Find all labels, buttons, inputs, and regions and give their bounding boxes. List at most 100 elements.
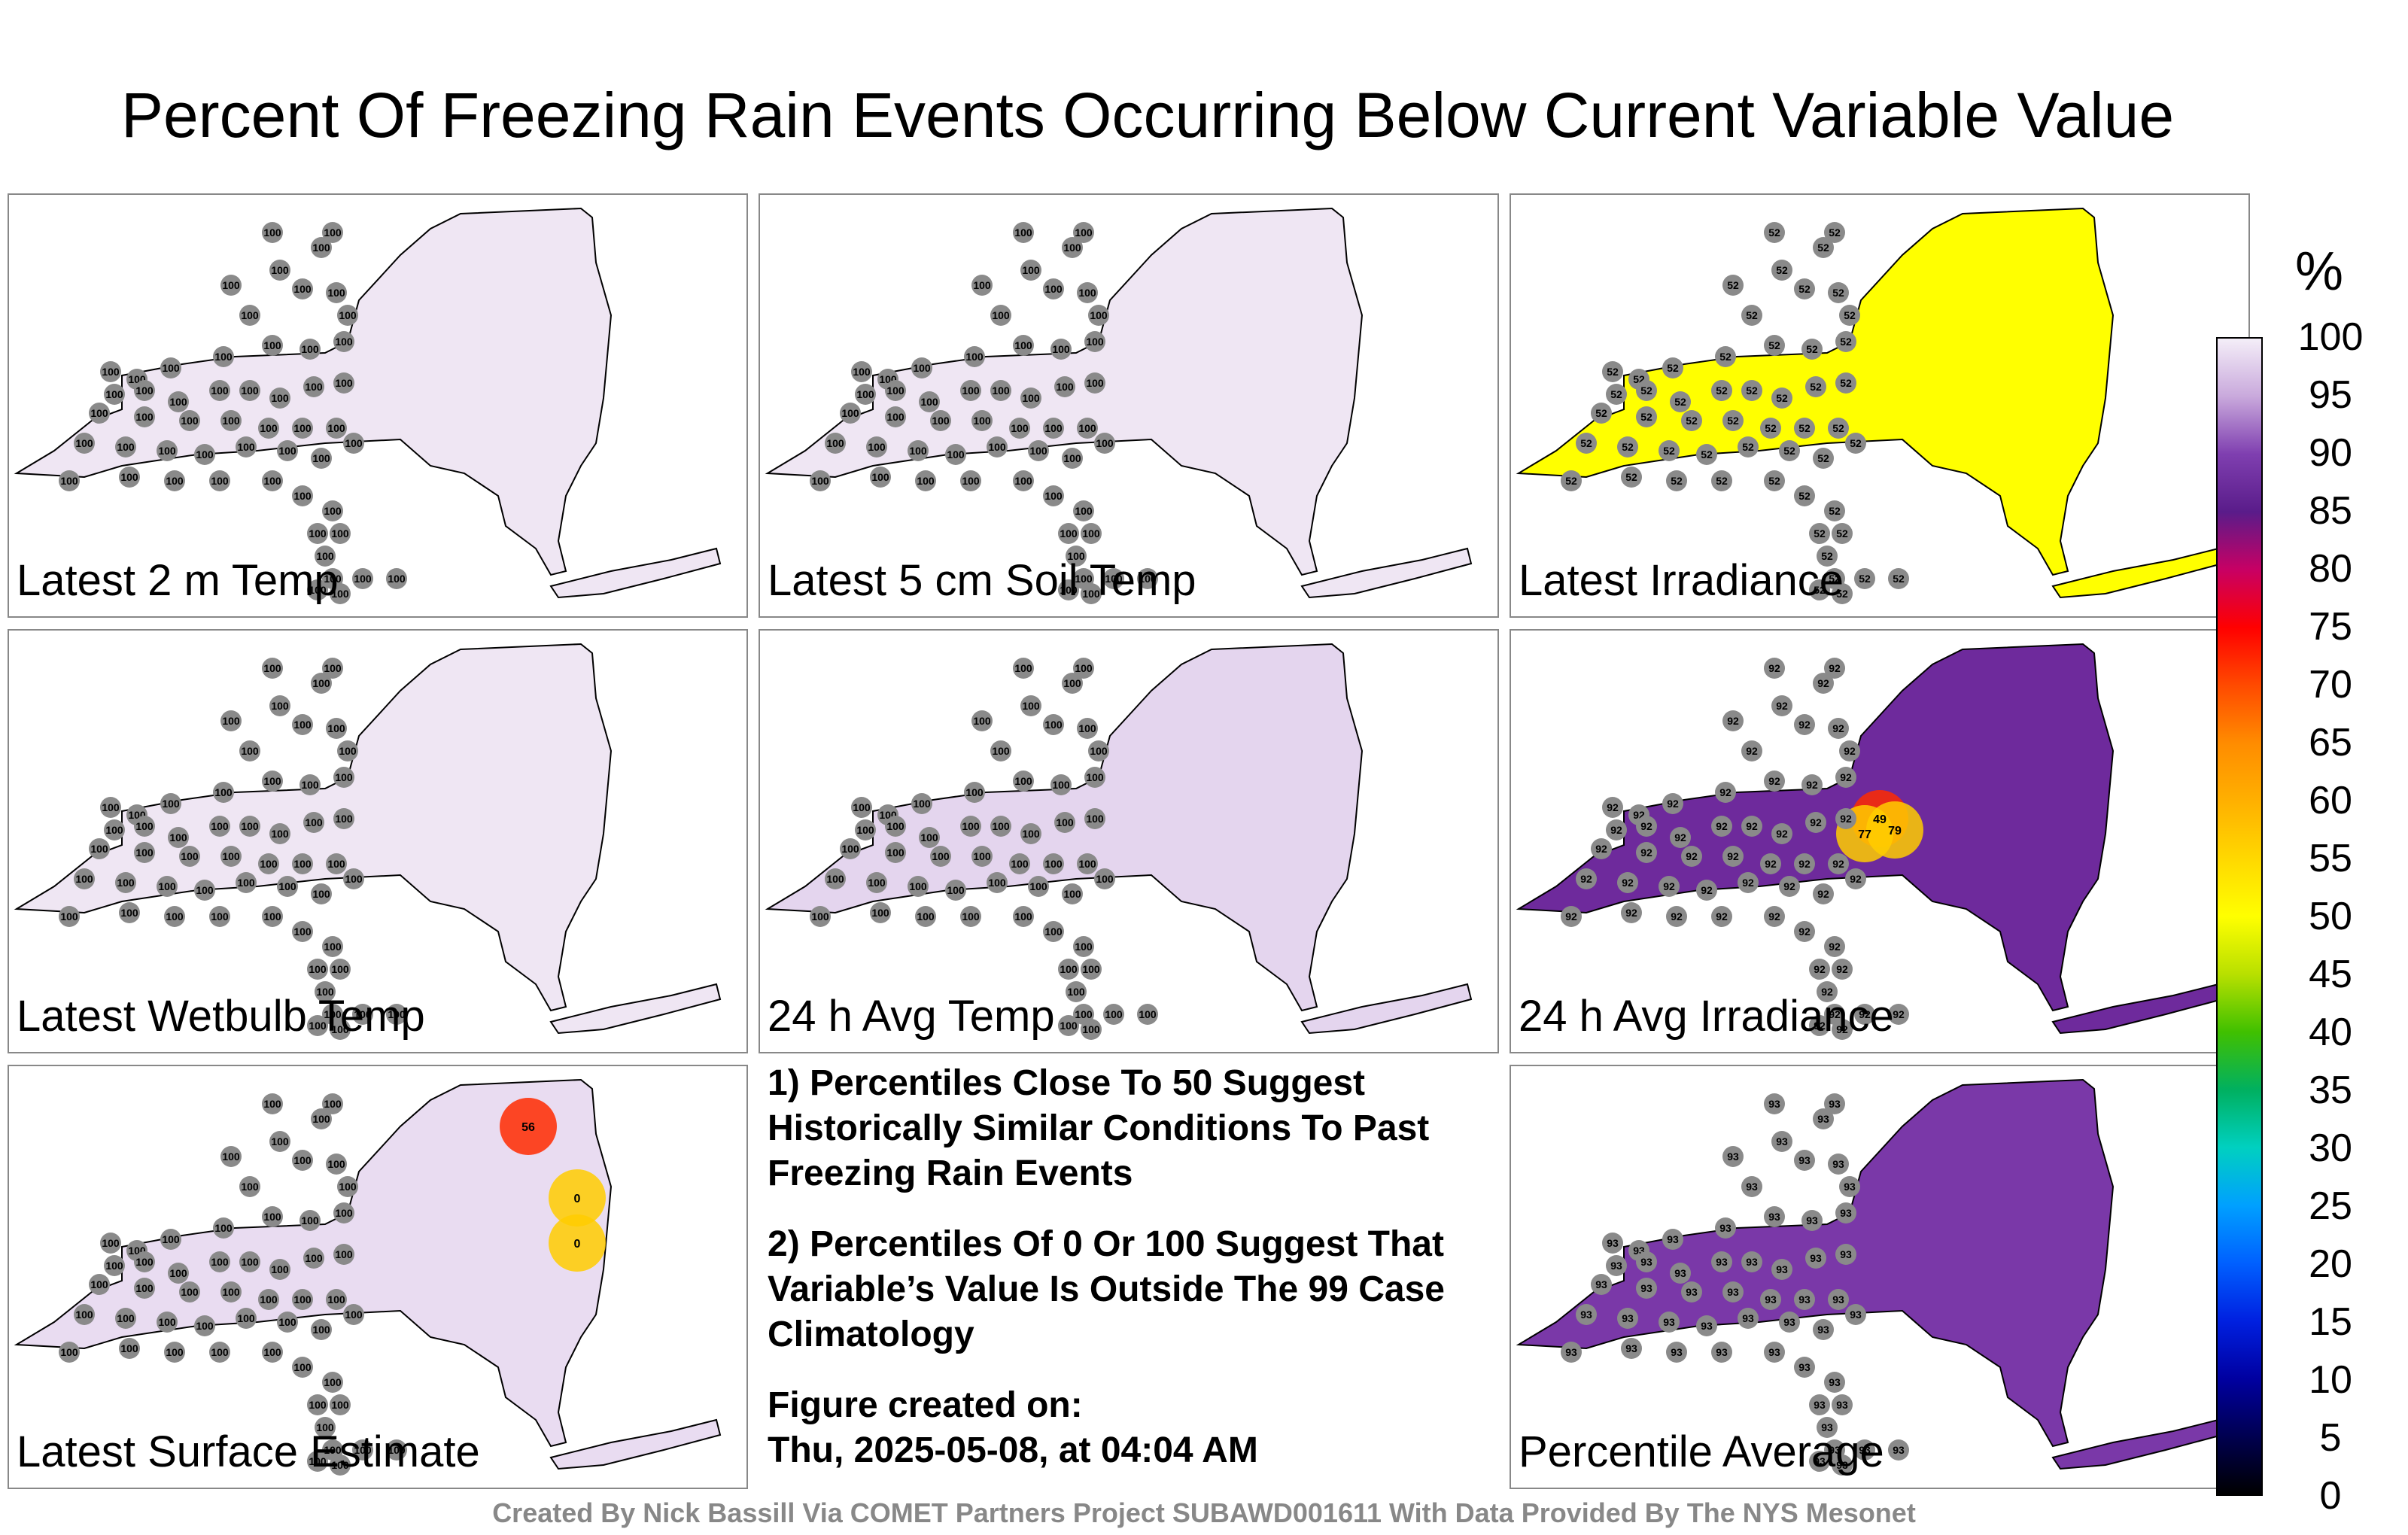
- station-marker: [59, 906, 80, 927]
- station-marker: [315, 546, 336, 567]
- station-value: 100: [117, 877, 135, 889]
- colorbar-tick-label: 45: [2309, 953, 2352, 996]
- station-marker: [1077, 853, 1098, 874]
- station-value: 100: [1052, 779, 1070, 791]
- station-marker: [1050, 774, 1072, 795]
- station-value: 92: [1893, 1008, 1905, 1020]
- station-marker: [262, 470, 283, 491]
- station-marker: [292, 714, 313, 735]
- station-marker: [1888, 1004, 1909, 1025]
- station-value: 92: [1859, 1008, 1871, 1020]
- station-value: 100: [105, 388, 123, 400]
- station-value: 100: [309, 1455, 327, 1467]
- station-value: 52: [1840, 377, 1852, 389]
- station-value: 100: [992, 745, 1010, 757]
- panel-latest-surface-estimate: 100 100 100 100 100 100 100 100 100 100 100 100 100 1…: [8, 1065, 748, 1489]
- station-value: 52: [1829, 505, 1841, 517]
- station-value: 100: [162, 1233, 180, 1245]
- station-value: 52: [1716, 385, 1728, 397]
- station-value: 100: [335, 813, 353, 825]
- station-marker: [1561, 1342, 1582, 1363]
- station-value: 93: [1607, 1237, 1619, 1249]
- station-marker: [1794, 921, 1815, 942]
- station-value: 100: [1014, 910, 1032, 923]
- station-marker: [292, 1357, 313, 1378]
- station-value: 100: [169, 831, 187, 843]
- station-value: 100: [1063, 677, 1081, 689]
- station-marker: [1839, 305, 1860, 326]
- station-value: 100: [345, 873, 363, 885]
- station-value: 100: [354, 573, 372, 585]
- station-marker: [307, 579, 328, 600]
- station-value: 100: [335, 771, 353, 783]
- panel-label: 24 h Avg Temp: [768, 992, 1055, 1041]
- station-marker: [1591, 403, 1612, 424]
- station-marker: [1659, 876, 1680, 897]
- station-value: 92: [1727, 850, 1739, 862]
- station-value: 100: [1096, 437, 1114, 449]
- station-marker: [866, 436, 887, 457]
- station-value: 100: [312, 677, 330, 689]
- station-marker: [1606, 384, 1627, 405]
- station-marker: [209, 1342, 230, 1363]
- station-marker: [1054, 376, 1075, 397]
- station-marker: [277, 876, 298, 897]
- station-value: 92: [1719, 786, 1732, 798]
- station-value: 93: [1742, 1312, 1754, 1324]
- station-marker: [908, 440, 929, 461]
- station-marker: [1794, 853, 1815, 874]
- station-marker: [825, 868, 846, 889]
- station-marker: [262, 1206, 283, 1227]
- station-value: 100: [211, 475, 229, 487]
- station-marker: [352, 1439, 373, 1461]
- station-value: 92: [1663, 880, 1675, 892]
- station-marker: [1013, 335, 1034, 356]
- station-marker: [269, 1131, 290, 1152]
- station-marker: [194, 1315, 215, 1336]
- station-value: 93: [1610, 1260, 1622, 1272]
- station-value: 100: [920, 831, 938, 843]
- station-marker: [220, 846, 242, 867]
- station-value: 92: [1814, 1020, 1826, 1032]
- station-value: 100: [222, 1286, 240, 1298]
- station-marker: [840, 403, 861, 424]
- station-marker: [885, 406, 906, 427]
- station-marker: [1058, 1015, 1079, 1036]
- station-value: 93: [1798, 1361, 1811, 1373]
- station-value: 100: [331, 1459, 349, 1471]
- station-marker: [134, 1251, 155, 1272]
- station-marker: [220, 710, 242, 731]
- station-value: 92: [1640, 847, 1652, 859]
- station-value: 100: [1075, 1008, 1093, 1020]
- station-marker: [1824, 222, 1845, 243]
- station-value: 52: [1640, 385, 1652, 397]
- station-value: 93: [1806, 1214, 1818, 1226]
- station-marker: [179, 846, 200, 867]
- panel-24h-avg-irradiance: 92 92 92 92 92 92 92 92 92 92 92 92 92 92 92 92 92 92 92 92…: [1510, 629, 2250, 1053]
- colorbar-tick-label: 5: [2319, 1416, 2342, 1460]
- station-marker: [326, 1154, 347, 1175]
- station-value: 100: [1075, 662, 1093, 674]
- station-value: 100: [1014, 662, 1032, 674]
- station-value: 52: [1844, 309, 1856, 321]
- station-marker: [1738, 872, 1759, 893]
- station-value: 52: [1768, 339, 1780, 351]
- station-marker: [1088, 305, 1109, 326]
- station-marker: [1696, 444, 1717, 465]
- station-value: 100: [886, 411, 905, 423]
- station-marker: [160, 1229, 181, 1250]
- station-marker: [326, 282, 347, 303]
- panel-label: Latest Wetbulb Temp: [17, 992, 425, 1041]
- station-value: 93: [1783, 1316, 1795, 1328]
- station-value: 92: [1607, 801, 1619, 813]
- station-value: 100: [331, 1399, 349, 1411]
- station-value: 100: [1139, 573, 1157, 585]
- station-marker: [1715, 1217, 1736, 1239]
- station-value: 100: [293, 422, 312, 434]
- station-value: 100: [826, 437, 844, 449]
- station-marker: [292, 1150, 313, 1171]
- station-value: 100: [214, 351, 233, 363]
- station-marker: [990, 380, 1011, 401]
- station-value: 100: [75, 873, 93, 885]
